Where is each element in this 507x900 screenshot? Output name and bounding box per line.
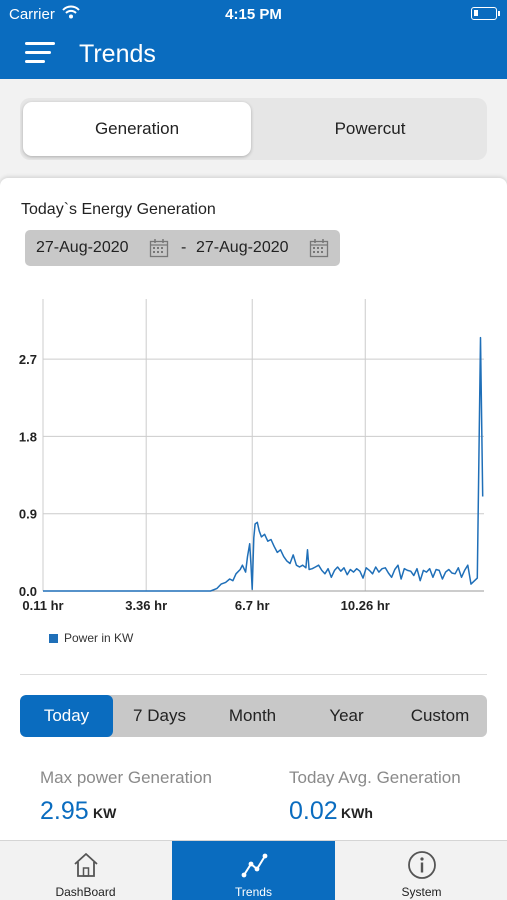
range-custom[interactable]: Custom (410, 706, 470, 725)
calendar-icon[interactable] (149, 238, 169, 258)
x-tick-label: 6.7 hr (235, 598, 270, 613)
avg-generation-value: 0.02 (289, 797, 338, 825)
y-tick-label: 1.8 (19, 429, 37, 444)
x-tick-label: 3.36 hr (125, 598, 167, 613)
range-month[interactable]: Month (228, 706, 277, 725)
x-tick-label: 10.26 hr (341, 598, 390, 613)
divider (20, 674, 487, 675)
page-title: Trends (79, 40, 156, 68)
carrier-label: Carrier (9, 6, 55, 23)
max-power-label: Max power Generation (40, 768, 212, 787)
hamburger-menu-icon[interactable] (25, 40, 55, 66)
status-bar: Carrier 4:15 PM (0, 0, 507, 28)
max-power-unit: KW (93, 805, 117, 821)
range-7-days[interactable]: 7 Days (133, 706, 186, 725)
home-icon (73, 853, 98, 877)
x-tick-label: 0.11 hr (22, 598, 63, 613)
tab-powercut[interactable]: Powercut (334, 119, 406, 138)
chart-legend: Power in KW (49, 631, 133, 645)
tab-system-label: System (401, 885, 442, 899)
nav-bar: Trends (0, 28, 507, 79)
date-from[interactable]: 27-Aug-2020 (36, 239, 129, 256)
battery-cap (498, 11, 500, 16)
date-to[interactable]: 27-Aug-2020 (196, 239, 289, 256)
y-tick-label: 0.9 (19, 507, 37, 522)
tab-dashboard-label: DashBoard (55, 885, 116, 899)
card-title: Today`s Energy Generation (21, 201, 216, 218)
legend-label: Power in KW (64, 631, 134, 645)
series-line-power (43, 336, 484, 592)
avg-generation-unit: KWh (341, 805, 373, 821)
wifi-icon (62, 5, 80, 19)
generation-powercut-segment: Generation Powercut (20, 98, 487, 160)
tab-generation[interactable]: Generation (23, 102, 251, 156)
bottom-tab-bar: DashBoard Trends System (0, 840, 507, 900)
battery-icon (471, 7, 497, 20)
date-range-picker: 27-Aug-2020 - 27-Aug-2020 (25, 230, 340, 266)
date-separator: - (181, 239, 187, 256)
calendar-icon[interactable] (309, 238, 329, 258)
info-icon (407, 851, 436, 879)
clock: 4:15 PM (225, 6, 282, 23)
range-segment: Today 7 Days Month Year Custom (20, 695, 487, 737)
tab-trends[interactable]: Trends (172, 841, 335, 900)
range-today[interactable]: Today (20, 695, 113, 737)
trend-line-icon (241, 853, 267, 878)
max-power-value: 2.95 (40, 797, 89, 825)
avg-generation-label: Today Avg. Generation (289, 768, 461, 787)
tab-dashboard[interactable]: DashBoard (0, 841, 171, 900)
y-tick-label: 2.7 (19, 352, 37, 367)
y-tick-label: 0.0 (19, 584, 37, 599)
legend-swatch (49, 634, 58, 643)
tab-system[interactable]: System (336, 841, 507, 900)
power-line-chart: 0.0 0.9 1.8 2.7 0.11 hr 3.36 hr 6.7 hr 10.26 hr (19, 299, 484, 613)
range-year[interactable]: Year (329, 706, 364, 725)
tab-trends-label: Trends (235, 885, 272, 899)
